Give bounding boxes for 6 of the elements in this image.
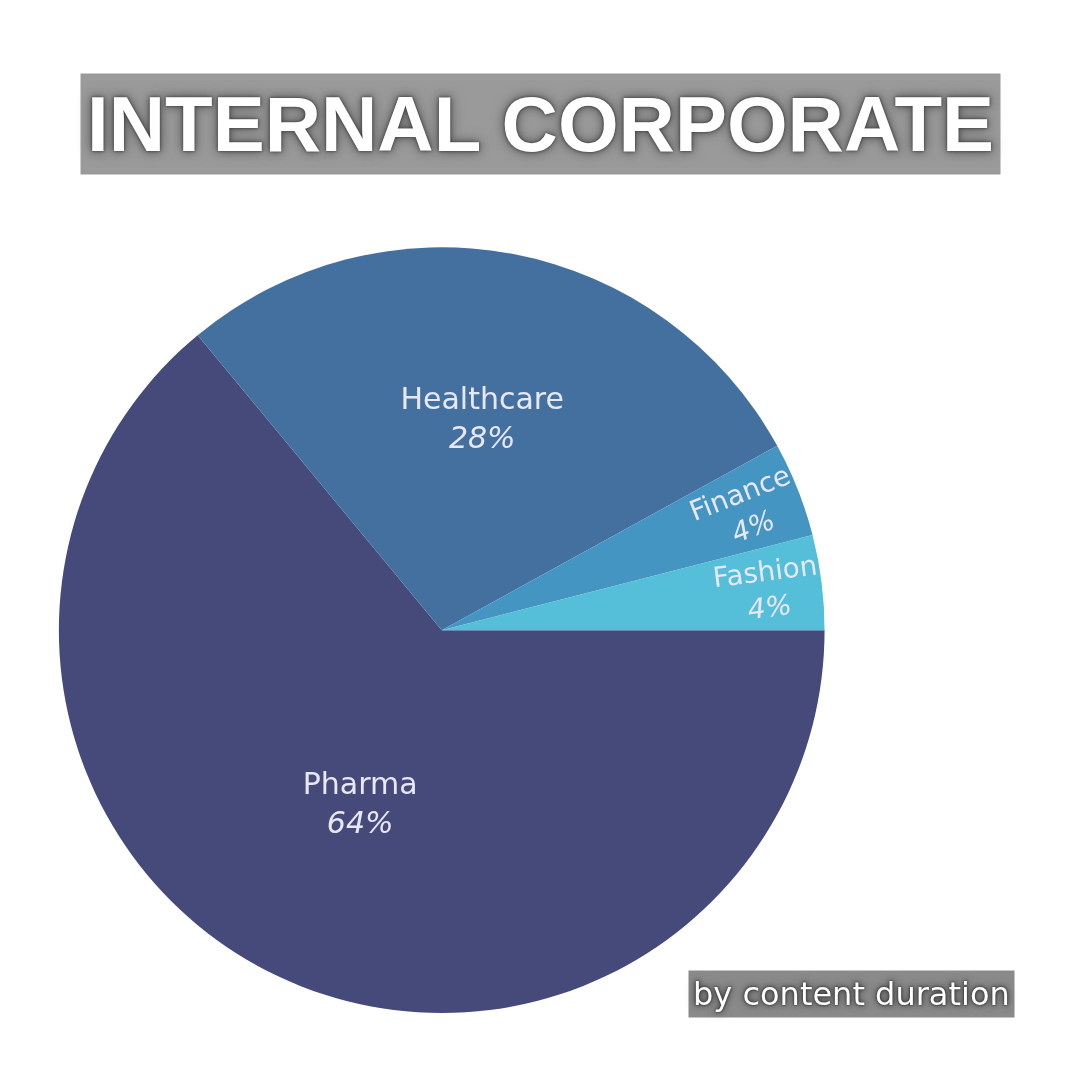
data-label: 64% [326, 805, 394, 841]
text: by content duration [693, 975, 1010, 1013]
slice-label: Pharma [302, 766, 418, 802]
data-label: 28% [448, 419, 516, 455]
slice-label: Healthcare [400, 380, 565, 416]
chart-title: INTERNAL CORPORATE [87, 80, 995, 168]
